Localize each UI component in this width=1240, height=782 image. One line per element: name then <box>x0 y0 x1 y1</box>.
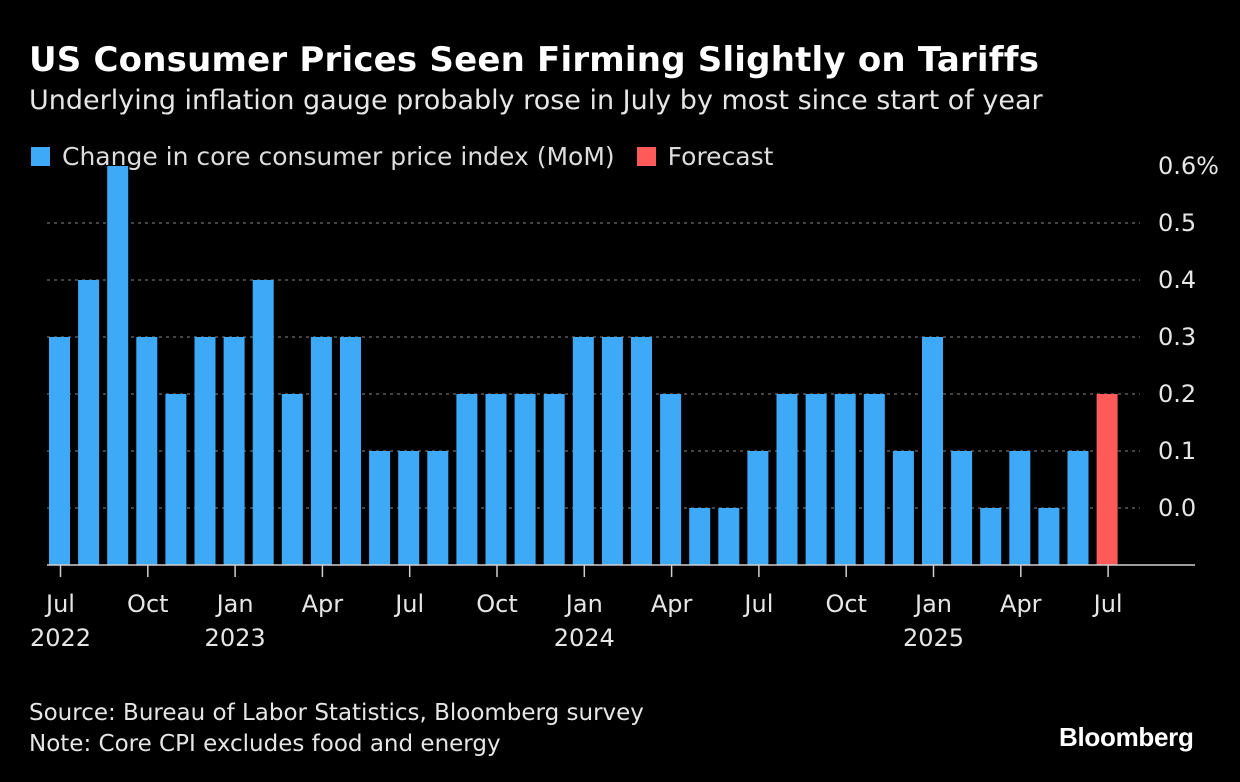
bar-core-cpi <box>136 337 158 565</box>
bar-core-cpi <box>398 451 420 565</box>
legend-label-core-cpi: Change in core consumer price index (MoM… <box>62 142 615 171</box>
bar-core-cpi <box>49 337 70 565</box>
bar-core-cpi <box>1009 451 1031 565</box>
bar-core-cpi <box>572 337 594 565</box>
source-note: Source: Bureau of Labor Statistics, Bloo… <box>29 700 644 726</box>
legend-swatch-forecast <box>636 147 656 166</box>
footer-notes: Source: Bureau of Labor Statistics, Bloo… <box>29 698 644 760</box>
x-tick-month-label: Apr <box>651 590 693 618</box>
bar-core-cpi <box>834 394 856 565</box>
bar-core-cpi <box>1038 508 1060 565</box>
bar-core-cpi <box>660 394 682 565</box>
bloomberg-logo: Bloomberg <box>1059 722 1194 752</box>
x-tick-year-label: 2022 <box>30 624 91 652</box>
legend-label-forecast: Forecast <box>667 142 774 171</box>
x-tick-month-label: Apr <box>1000 590 1042 618</box>
legend-item-core-cpi: Change in core consumer price index (MoM… <box>31 142 615 171</box>
bar-core-cpi <box>863 394 885 565</box>
legend-swatch-core-cpi <box>31 147 50 166</box>
chart-title: US Consumer Prices Seen Firming Slightly… <box>29 40 1040 80</box>
y-tick-label: 0.0 <box>1158 494 1196 522</box>
bar-core-cpi <box>805 394 827 565</box>
bar-core-cpi <box>281 394 303 565</box>
y-tick-label: 0.6% <box>1158 152 1219 180</box>
bar-core-cpi <box>252 280 274 565</box>
bar-core-cpi <box>194 337 216 565</box>
x-tick-month-label: Jan <box>913 590 952 618</box>
bar-core-cpi <box>485 394 507 565</box>
footnote: Note: Core CPI excludes food and energy <box>29 731 501 757</box>
bar-core-cpi <box>427 451 449 565</box>
bar-core-cpi <box>1067 451 1089 565</box>
bar-core-cpi <box>310 337 332 565</box>
y-tick-label: 0.5 <box>1158 209 1196 237</box>
bar-core-cpi <box>223 337 245 565</box>
y-tick-label: 0.3 <box>1158 323 1196 351</box>
bar-core-cpi <box>107 166 129 565</box>
x-tick-month-label: Jul <box>44 590 75 618</box>
bar-core-cpi <box>456 394 478 565</box>
bar-core-cpi <box>631 337 652 565</box>
legend-item-forecast: Forecast <box>636 142 774 171</box>
bar-core-cpi <box>165 394 187 565</box>
bar-core-cpi <box>718 508 740 565</box>
bar-core-cpi <box>689 508 711 565</box>
bar-forecast <box>1096 394 1118 565</box>
x-tick-month-label: Oct <box>825 590 867 618</box>
bar-core-cpi <box>514 394 536 565</box>
bar-core-cpi <box>340 337 361 565</box>
bar-core-cpi <box>369 451 391 565</box>
bar-core-cpi <box>922 337 943 565</box>
x-tick-month-label: Jan <box>564 590 603 618</box>
x-tick-year-label: 2023 <box>205 624 266 652</box>
y-tick-label: 0.1 <box>1158 437 1196 465</box>
y-tick-label: 0.2 <box>1158 380 1196 408</box>
y-tick-label: 0.4 <box>1158 266 1196 294</box>
x-tick-month-label: Jan <box>215 590 254 618</box>
x-tick-month-label: Jul <box>1092 590 1123 618</box>
bar-core-cpi <box>980 508 1002 565</box>
bar-core-cpi <box>951 451 973 565</box>
bar-core-cpi <box>892 451 914 565</box>
x-tick-year-label: 2024 <box>554 624 615 652</box>
x-tick-month-label: Apr <box>302 590 344 618</box>
chart-subtitle: Underlying inflation gauge probably rose… <box>29 85 1043 116</box>
bar-core-cpi <box>747 451 769 565</box>
bar-core-cpi <box>78 280 100 565</box>
x-tick-month-label: Oct <box>127 590 169 618</box>
legend: Change in core consumer price index (MoM… <box>31 142 795 171</box>
x-tick-month-label: Jul <box>742 590 773 618</box>
bar-core-cpi <box>776 394 798 565</box>
x-tick-month-label: Oct <box>476 590 518 618</box>
bar-core-cpi <box>601 337 623 565</box>
x-tick-year-label: 2025 <box>903 624 964 652</box>
bar-core-cpi <box>543 394 565 565</box>
x-tick-month-label: Jul <box>393 590 424 618</box>
